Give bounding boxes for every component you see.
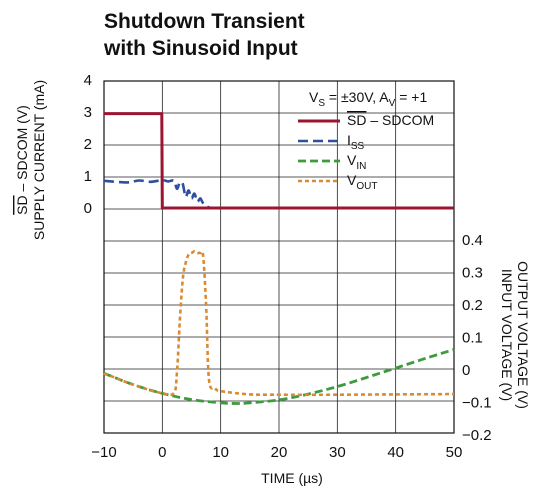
left-tick-label: 2 xyxy=(84,136,92,153)
right-axis-label-1: INPUT VOLTAGE (V) xyxy=(499,269,515,401)
right-tick-label: 0 xyxy=(462,362,470,379)
right-tick-label: −0.1 xyxy=(462,395,492,412)
chart-subtitle: with Sinusoid Input xyxy=(103,37,298,60)
left-axis-label-1: SD – SDCOM (V) xyxy=(14,105,30,215)
x-tick-label: 40 xyxy=(387,444,404,461)
right-tick-label: 0.1 xyxy=(462,330,483,347)
right-tick-label: −0.2 xyxy=(462,427,492,444)
series-sd-sdcom-line xyxy=(104,112,454,210)
grid xyxy=(104,81,454,433)
x-tick-label: 30 xyxy=(329,444,346,461)
x-tick-label: 20 xyxy=(271,444,288,461)
right-axis-label-2: OUTPUT VOLTAGE (V) xyxy=(515,261,531,409)
legend-label: ISS xyxy=(347,132,365,152)
right-tick-label: 0.4 xyxy=(462,232,483,249)
x-tick-label: 50 xyxy=(446,444,463,461)
legend-label: VOUT xyxy=(347,172,377,192)
x-tick-label: −10 xyxy=(91,444,116,461)
legend-label: VIN xyxy=(347,152,366,172)
conditions-label: VS = ±30V, AV = +1 xyxy=(309,89,427,109)
left-tick-label: 1 xyxy=(84,168,92,185)
left-tick-label: 3 xyxy=(84,104,92,121)
right-tick-label: 0.3 xyxy=(462,265,483,282)
series-layer xyxy=(103,112,455,405)
left-tick-label: 0 xyxy=(84,200,92,217)
plot-frame xyxy=(103,80,455,434)
chart-title: Shutdown Transient xyxy=(104,10,305,33)
series-iss-line xyxy=(103,178,455,210)
tick-labels: −10 0 10 20 30 40 50 0 1 2 3 4 0.4 0.3 0.2 0.1 0 −0.1 −0.2 xyxy=(84,72,492,461)
legend-label: SD – SDCOM xyxy=(347,112,434,128)
x-tick-label: 10 xyxy=(212,444,229,461)
series-vout-line xyxy=(103,250,455,397)
right-tick-label: 0.2 xyxy=(462,297,483,314)
x-axis-label: TIME (µs) xyxy=(261,470,323,486)
left-tick-label: 4 xyxy=(84,72,92,89)
x-tick-label: 0 xyxy=(158,444,166,461)
left-axis-label-2: SUPPLY CURRENT (mA) xyxy=(31,80,47,240)
